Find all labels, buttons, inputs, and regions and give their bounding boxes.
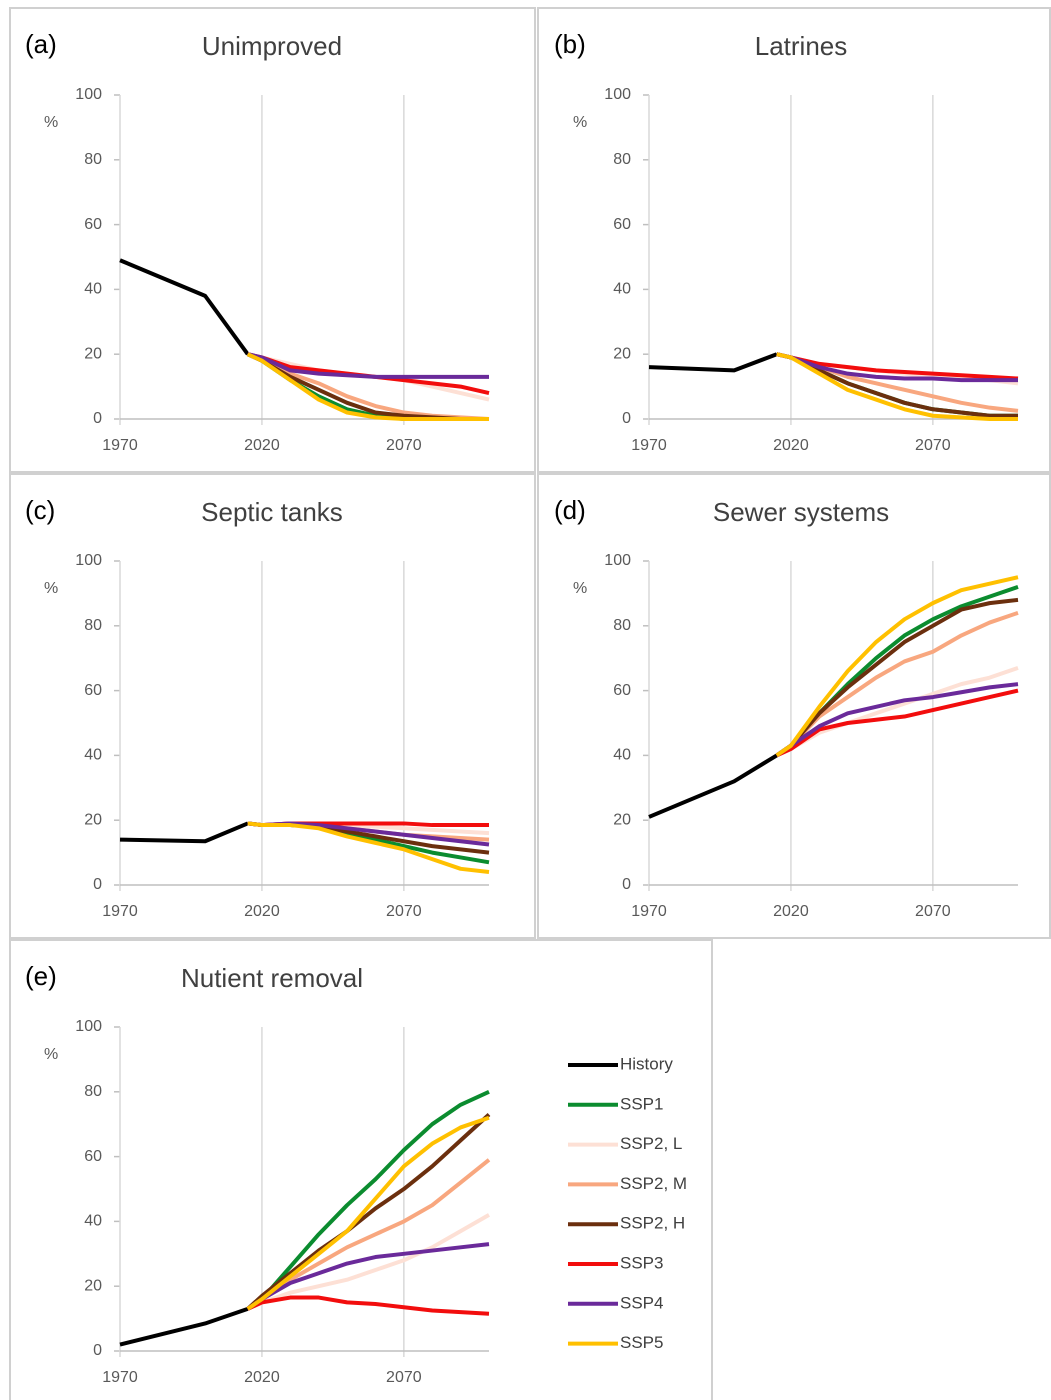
series-line bbox=[648, 753, 778, 819]
y-axis-label: % bbox=[44, 1046, 58, 1063]
y-tick-label: 40 bbox=[84, 747, 102, 764]
y-tick-label: 20 bbox=[84, 345, 102, 362]
x-tick-label: 2020 bbox=[244, 903, 280, 920]
y-tick-label: 40 bbox=[613, 281, 631, 298]
y-tick-label: 40 bbox=[84, 1213, 102, 1230]
panel-label: (e) bbox=[25, 961, 57, 991]
x-tick-label: 2020 bbox=[244, 437, 280, 454]
series-line bbox=[246, 1113, 491, 1311]
y-tick-label: 80 bbox=[84, 1083, 102, 1100]
y-tick-label: 100 bbox=[75, 552, 102, 569]
chart-title: Sewer systems bbox=[713, 497, 889, 527]
y-tick-label: 60 bbox=[84, 1148, 102, 1165]
y-tick-label: 20 bbox=[84, 1277, 102, 1294]
x-tick-label: 1970 bbox=[102, 1369, 138, 1386]
legend-label: SSP3 bbox=[620, 1253, 663, 1272]
x-tick-label: 2020 bbox=[244, 1369, 280, 1386]
series-line bbox=[246, 1242, 490, 1311]
series-line bbox=[648, 352, 778, 373]
chart-title: Unimproved bbox=[202, 31, 342, 61]
series-line bbox=[247, 352, 489, 379]
panel-frame bbox=[9, 7, 536, 473]
y-tick-label: 100 bbox=[75, 1018, 102, 1035]
series-line bbox=[775, 666, 1019, 758]
series-line bbox=[247, 821, 490, 875]
panel-label: (a) bbox=[25, 29, 57, 59]
y-axis-label: % bbox=[573, 580, 587, 597]
legend-label: SSP5 bbox=[620, 1333, 663, 1352]
y-tick-label: 0 bbox=[93, 410, 102, 427]
y-tick-label: 80 bbox=[613, 151, 631, 168]
series-line bbox=[246, 1115, 490, 1311]
legend-label: SSP2, L bbox=[620, 1134, 682, 1153]
y-tick-label: 80 bbox=[84, 617, 102, 634]
panel-frame bbox=[537, 7, 1051, 473]
series-line bbox=[775, 682, 1019, 758]
y-tick-label: 20 bbox=[613, 345, 631, 362]
y-tick-label: 20 bbox=[613, 811, 631, 828]
x-tick-label: 2070 bbox=[915, 903, 951, 920]
legend-label: SSP2, H bbox=[620, 1214, 685, 1233]
legend-label: SSP4 bbox=[620, 1293, 663, 1312]
y-tick-label: 100 bbox=[604, 86, 631, 103]
x-tick-label: 1970 bbox=[631, 437, 667, 454]
panel-label: (c) bbox=[25, 495, 55, 525]
y-tick-label: 80 bbox=[613, 617, 631, 634]
chart-title: Septic tanks bbox=[201, 497, 343, 527]
x-tick-label: 2070 bbox=[915, 437, 951, 454]
x-tick-label: 2070 bbox=[386, 437, 422, 454]
x-tick-label: 1970 bbox=[102, 437, 138, 454]
series-line bbox=[119, 1306, 249, 1347]
panel-frame bbox=[537, 473, 1051, 939]
x-tick-label: 2020 bbox=[773, 903, 809, 920]
y-tick-label: 0 bbox=[622, 410, 631, 427]
series-line bbox=[119, 821, 249, 844]
panel-label: (d) bbox=[554, 495, 586, 525]
legend-label: SSP1 bbox=[620, 1094, 663, 1113]
y-tick-label: 0 bbox=[93, 1342, 102, 1359]
panel-frame bbox=[9, 939, 713, 1400]
x-tick-label: 1970 bbox=[102, 903, 138, 920]
y-tick-label: 80 bbox=[84, 151, 102, 168]
series-line bbox=[246, 352, 489, 421]
panel-frame bbox=[9, 473, 536, 939]
x-tick-label: 1970 bbox=[631, 903, 667, 920]
chart-title: Latrines bbox=[755, 31, 848, 61]
x-tick-label: 2070 bbox=[386, 903, 422, 920]
y-tick-label: 20 bbox=[84, 811, 102, 828]
legend-label: History bbox=[620, 1054, 673, 1073]
series-line bbox=[776, 352, 1018, 421]
y-tick-label: 100 bbox=[75, 86, 102, 103]
x-tick-label: 2070 bbox=[386, 1369, 422, 1386]
legend-label: SSP2, M bbox=[620, 1174, 687, 1193]
y-tick-label: 60 bbox=[613, 216, 631, 233]
series-line bbox=[246, 1295, 490, 1316]
y-tick-label: 60 bbox=[84, 216, 102, 233]
y-tick-label: 60 bbox=[613, 682, 631, 699]
series-line bbox=[775, 575, 1019, 758]
y-tick-label: 60 bbox=[84, 682, 102, 699]
y-axis-label: % bbox=[573, 114, 587, 131]
series-line bbox=[119, 258, 250, 356]
series-line bbox=[246, 1213, 490, 1311]
x-tick-label: 2020 bbox=[773, 437, 809, 454]
series-line bbox=[776, 352, 1018, 383]
series-line bbox=[775, 688, 1019, 758]
y-tick-label: 0 bbox=[93, 876, 102, 893]
panel-label: (b) bbox=[554, 29, 586, 59]
y-axis-label: % bbox=[44, 114, 58, 131]
y-tick-label: 100 bbox=[604, 552, 631, 569]
y-tick-label: 40 bbox=[84, 281, 102, 298]
y-tick-label: 0 bbox=[622, 876, 631, 893]
y-axis-label: % bbox=[44, 580, 58, 597]
y-tick-label: 40 bbox=[613, 747, 631, 764]
chart-title: Nutient removal bbox=[181, 963, 363, 993]
